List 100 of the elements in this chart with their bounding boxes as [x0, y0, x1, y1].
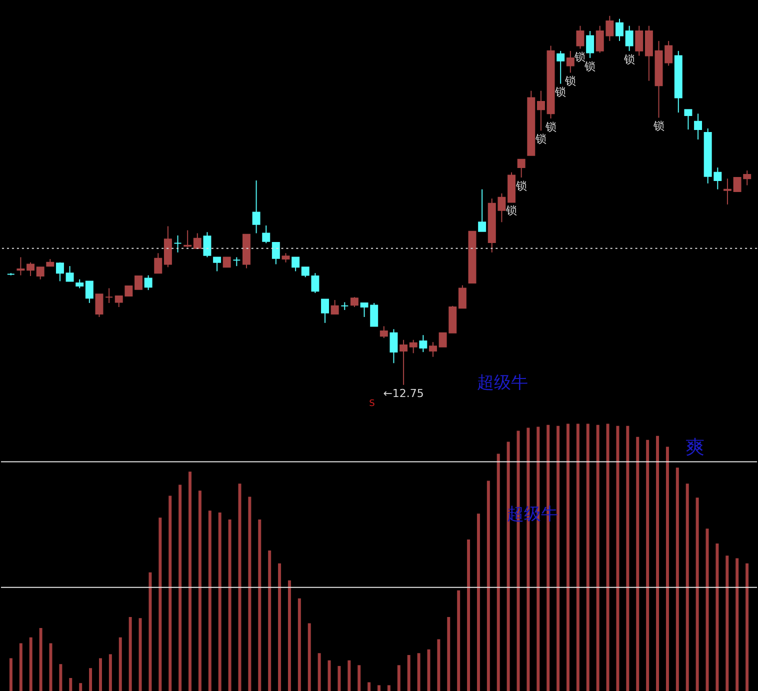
bar: [128, 617, 132, 691]
bar: [308, 623, 311, 691]
text: S: [369, 398, 376, 409]
bar: [427, 649, 430, 691]
bar: [437, 639, 440, 691]
bar: [218, 512, 222, 691]
bar: [59, 664, 62, 691]
candlestick: [330, 300, 339, 315]
bar: [496, 454, 500, 691]
text: 锁: [545, 120, 556, 134]
bar: [338, 666, 341, 691]
candlestick: [556, 50, 565, 84]
candlestick: [232, 256, 241, 267]
bar: [368, 682, 371, 691]
bar: [746, 563, 749, 691]
candlestick: [380, 326, 388, 339]
candlestick: [26, 262, 35, 277]
bar: [19, 643, 22, 691]
bar: [378, 685, 380, 691]
bar: [89, 668, 92, 691]
text: 锁: [574, 50, 586, 64]
bar: [636, 436, 640, 691]
candlestick: [458, 284, 466, 309]
candlestick: [105, 288, 114, 304]
candlestick: [616, 18, 624, 42]
bar: [69, 678, 72, 691]
bar: [29, 637, 32, 691]
bar: [278, 563, 282, 691]
candlestick: [193, 232, 202, 249]
candlestick: [400, 339, 408, 386]
candlestick: [252, 180, 260, 234]
candlestick: [576, 25, 584, 50]
bar: [118, 637, 122, 691]
bar: [9, 658, 12, 691]
bar: [656, 436, 660, 691]
bar: [39, 628, 42, 691]
candlestick: [586, 30, 594, 58]
candlestick: [694, 113, 702, 140]
text: 锁: [564, 74, 576, 88]
bar: [178, 484, 182, 691]
candlestick: [16, 256, 25, 276]
bar: [726, 556, 729, 691]
bar: [716, 544, 719, 691]
candlestick: [635, 25, 644, 56]
bar: [566, 424, 570, 691]
bar: [696, 498, 699, 691]
bar: [397, 665, 400, 691]
candlestick: [566, 50, 574, 74]
bar: [686, 484, 689, 691]
bar: [198, 490, 202, 691]
bar: [98, 658, 102, 691]
candlestick: [625, 25, 634, 52]
bar: [358, 665, 361, 691]
bar: [476, 514, 480, 691]
bar: [248, 496, 252, 691]
bar: [288, 580, 291, 691]
text: 锁: [506, 204, 518, 218]
candlestick: [154, 252, 162, 274]
bar: [676, 468, 679, 691]
bar: [596, 424, 600, 691]
bar: [457, 590, 460, 691]
text: 锁: [516, 179, 527, 192]
candlestick: [684, 109, 692, 130]
candlestick: [184, 230, 192, 248]
bar: [238, 484, 242, 691]
candlestick: [85, 280, 94, 304]
bar: [586, 424, 590, 691]
bar: [258, 519, 262, 691]
bar: [328, 660, 331, 691]
candlestick: [213, 256, 222, 272]
candlestick: [292, 256, 300, 272]
bar: [298, 598, 301, 691]
bar: [606, 424, 610, 691]
candlestick: [723, 178, 732, 205]
bar: [407, 655, 410, 691]
candlestick: [517, 158, 526, 178]
annotation: 爽: [686, 436, 705, 459]
text: 锁: [584, 60, 596, 73]
candlestick: [134, 276, 142, 290]
bar: [318, 653, 321, 691]
bar: [666, 446, 669, 691]
bar: [168, 496, 172, 691]
candlestick: [419, 334, 428, 353]
text: 锁: [555, 86, 566, 99]
candlestick: [262, 224, 270, 244]
candlestick: [203, 232, 212, 258]
candlestick: [350, 296, 358, 308]
bar: [348, 660, 351, 691]
candlestick: [272, 242, 280, 265]
bar: [556, 426, 560, 691]
candlestick: [282, 252, 290, 263]
bar: [138, 618, 142, 691]
bar: [646, 440, 650, 691]
text: 锁: [624, 52, 635, 66]
candlestick: [536, 90, 545, 132]
bar: [616, 426, 620, 691]
text: 锁: [653, 120, 664, 133]
bar: [626, 426, 630, 691]
bar: [158, 518, 162, 691]
bar: [467, 540, 470, 691]
